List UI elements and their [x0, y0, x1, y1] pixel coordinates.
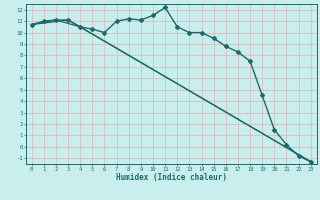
- X-axis label: Humidex (Indice chaleur): Humidex (Indice chaleur): [116, 173, 227, 182]
